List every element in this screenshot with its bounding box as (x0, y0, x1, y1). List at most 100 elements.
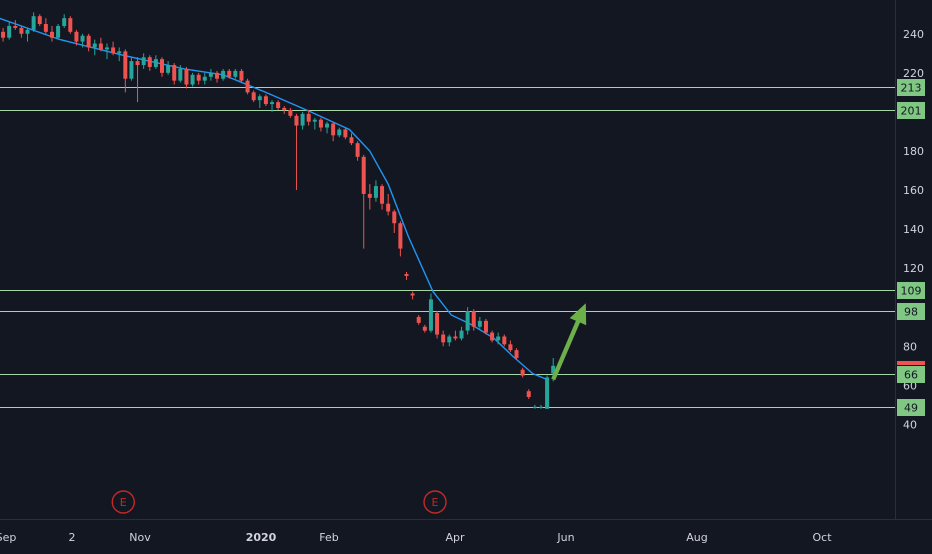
candle[interactable] (56, 24, 61, 40)
candle[interactable] (282, 106, 287, 114)
candle[interactable] (37, 14, 42, 26)
candle[interactable] (428, 293, 433, 333)
candle[interactable] (361, 154, 366, 249)
candle[interactable] (496, 332, 501, 345)
candle[interactable] (239, 68, 244, 83)
candle[interactable] (447, 334, 452, 347)
candle[interactable] (111, 41, 116, 56)
candle[interactable] (349, 133, 354, 146)
candle[interactable] (538, 404, 543, 409)
candle[interactable] (135, 57, 140, 103)
candle[interactable] (410, 291, 415, 300)
candle[interactable] (422, 324, 427, 333)
level-label: 201 (901, 105, 922, 118)
candle[interactable] (104, 43, 109, 60)
candle[interactable] (490, 330, 495, 343)
earnings-marker[interactable]: E (111, 490, 135, 514)
candle[interactable] (129, 57, 134, 81)
candle[interactable] (86, 33, 91, 52)
candle[interactable] (49, 25, 54, 42)
candle[interactable] (373, 180, 378, 202)
price-axis[interactable]: 4060801001201401601802002202402602802132… (895, 0, 926, 519)
candle[interactable] (13, 20, 18, 30)
candle[interactable] (532, 404, 537, 409)
candle[interactable] (404, 272, 409, 280)
candle[interactable] (221, 68, 226, 81)
candle-body (98, 43, 103, 50)
candle[interactable] (196, 72, 201, 85)
candle[interactable] (337, 127, 342, 138)
candle[interactable] (263, 94, 268, 107)
candle[interactable] (257, 94, 262, 108)
candle[interactable] (435, 311, 440, 339)
candle[interactable] (465, 307, 470, 335)
candle[interactable] (147, 55, 152, 71)
candle[interactable] (343, 127, 348, 140)
candle[interactable] (380, 184, 385, 210)
candle[interactable] (251, 90, 256, 103)
candle[interactable] (31, 12, 36, 32)
candle[interactable] (520, 367, 525, 378)
trend-arrow[interactable] (551, 303, 587, 381)
candle[interactable] (453, 330, 458, 341)
candle[interactable] (172, 63, 177, 85)
candle[interactable] (331, 121, 336, 142)
candle[interactable] (80, 33, 85, 48)
candle[interactable] (68, 16, 73, 34)
candle[interactable] (325, 121, 330, 134)
candle[interactable] (25, 27, 30, 42)
candle[interactable] (398, 221, 403, 257)
candle[interactable] (184, 66, 189, 89)
candle[interactable] (300, 111, 305, 130)
candle[interactable] (92, 39, 97, 56)
earnings-marker[interactable]: E (423, 490, 447, 514)
candle[interactable] (477, 316, 482, 329)
candle[interactable] (318, 117, 323, 132)
candle[interactable] (117, 47, 122, 62)
candle[interactable] (74, 29, 79, 46)
candle[interactable] (545, 375, 550, 409)
candle[interactable] (276, 100, 281, 110)
candle[interactable] (166, 61, 171, 75)
candle[interactable] (483, 318, 488, 335)
candle[interactable] (19, 25, 24, 38)
candle[interactable] (270, 100, 275, 112)
candle[interactable] (123, 49, 128, 93)
candle[interactable] (227, 68, 232, 79)
candle[interactable] (312, 117, 317, 130)
candle[interactable] (208, 68, 213, 81)
candle[interactable] (441, 330, 446, 347)
candle[interactable] (1, 27, 6, 42)
candle[interactable] (43, 18, 48, 34)
candle[interactable] (386, 193, 391, 216)
candle[interactable] (526, 389, 531, 399)
candle[interactable] (233, 68, 238, 79)
candle[interactable] (153, 55, 158, 69)
candle-body (331, 123, 336, 136)
candle[interactable] (514, 348, 519, 360)
candle[interactable] (294, 113, 299, 191)
candle[interactable] (178, 65, 183, 83)
candle[interactable] (190, 72, 195, 87)
candle[interactable] (471, 309, 476, 331)
candle[interactable] (288, 107, 293, 118)
candle[interactable] (7, 22, 12, 40)
candle[interactable] (215, 70, 220, 83)
candle[interactable] (355, 141, 360, 161)
candle[interactable] (306, 109, 311, 126)
candle[interactable] (160, 57, 164, 77)
candle[interactable] (367, 184, 372, 210)
candle[interactable] (392, 209, 397, 233)
candle[interactable] (202, 72, 207, 85)
candle[interactable] (459, 326, 464, 341)
candle[interactable] (502, 334, 507, 347)
candle[interactable] (62, 14, 67, 28)
candle[interactable] (141, 53, 146, 69)
candle[interactable] (508, 340, 513, 353)
candle[interactable] (416, 315, 421, 325)
candle[interactable] (98, 37, 103, 52)
candle[interactable] (245, 78, 250, 95)
time-axis[interactable]: Sep 2 Nov 2020 Feb Apr Jun Aug Oct (0, 519, 932, 545)
